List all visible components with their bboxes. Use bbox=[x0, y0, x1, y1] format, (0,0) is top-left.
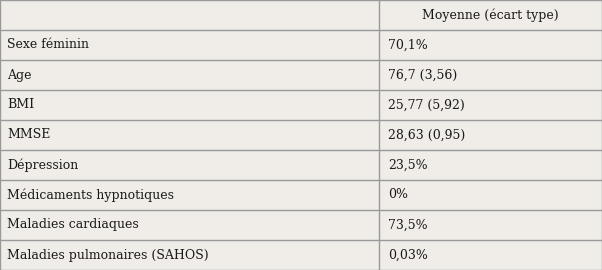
Text: Maladies pulmonaires (SAHOS): Maladies pulmonaires (SAHOS) bbox=[7, 248, 209, 262]
Text: 73,5%: 73,5% bbox=[388, 218, 428, 231]
Text: 0%: 0% bbox=[388, 188, 408, 201]
Text: Sexe féminin: Sexe féminin bbox=[7, 39, 89, 52]
Text: Dépression: Dépression bbox=[7, 158, 78, 172]
Text: BMI: BMI bbox=[7, 99, 34, 112]
Text: MMSE: MMSE bbox=[7, 129, 51, 141]
Text: 25,77 (5,92): 25,77 (5,92) bbox=[388, 99, 465, 112]
Text: Maladies cardiaques: Maladies cardiaques bbox=[7, 218, 139, 231]
Text: Moyenne (écart type): Moyenne (écart type) bbox=[423, 8, 559, 22]
Text: 23,5%: 23,5% bbox=[388, 158, 428, 171]
Text: Médicaments hypnotiques: Médicaments hypnotiques bbox=[7, 188, 174, 202]
Text: 28,63 (0,95): 28,63 (0,95) bbox=[388, 129, 465, 141]
Text: Age: Age bbox=[7, 69, 32, 82]
Text: 0,03%: 0,03% bbox=[388, 248, 428, 262]
Text: 70,1%: 70,1% bbox=[388, 39, 428, 52]
Text: 76,7 (3,56): 76,7 (3,56) bbox=[388, 69, 458, 82]
